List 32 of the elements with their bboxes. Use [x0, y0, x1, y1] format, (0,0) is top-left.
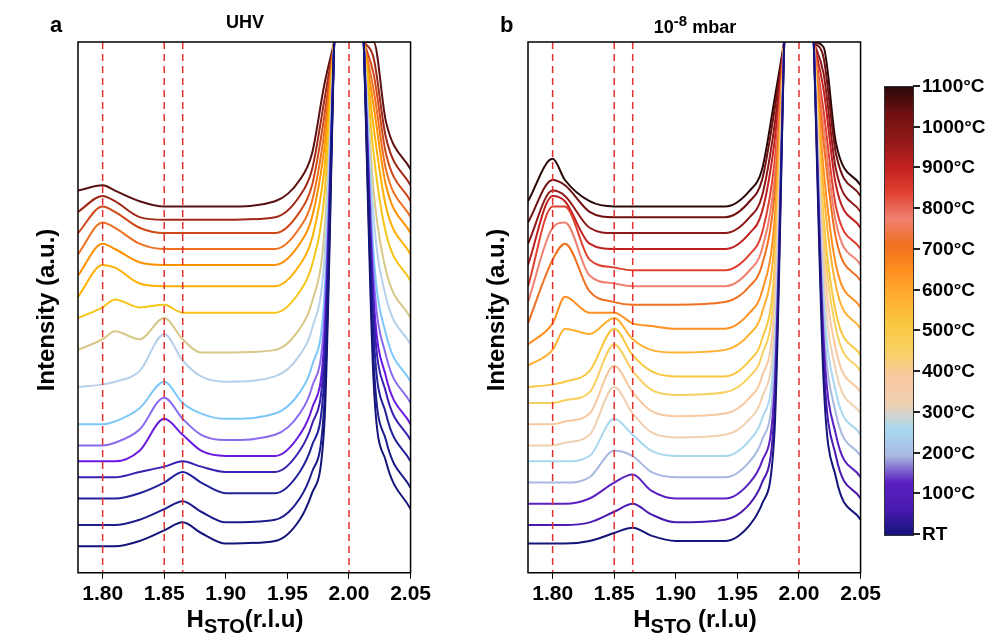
color-bar-label: 500°C: [922, 319, 976, 342]
x-tick-label: 1.85: [593, 581, 635, 605]
chart-title: 10$^{-8}$ mbar: [652, 12, 738, 38]
chart-title: UHV: [225, 12, 265, 33]
x-tick-label: 1.90: [205, 581, 247, 605]
color-bar-label: 600°C: [922, 278, 976, 301]
color-bar-label: 400°C: [922, 360, 976, 383]
x-tick-label: 1.90: [655, 581, 697, 605]
y-axis-title: Intensity (a.u.): [31, 228, 60, 392]
x-tick-label: 2.00: [328, 581, 370, 605]
color-bar-label: 200°C: [922, 441, 976, 464]
color-bar-label: 300°C: [922, 400, 976, 423]
color-bar-label: 700°C: [922, 237, 976, 260]
x-tick-label: 1.85: [143, 581, 185, 605]
color-bar-label: 900°C: [922, 156, 976, 179]
y-axis-title: Intensity (a.u.): [481, 228, 510, 392]
x-tick-label: 1.80: [532, 581, 574, 605]
color-bar-label: 1100°C: [922, 75, 985, 97]
text: a: [50, 12, 63, 38]
color-bar-label: 100°C: [922, 482, 976, 505]
x-axis-title: H$_{STO}$ (r.l.u): [632, 605, 758, 638]
x-tick-label: 1.80: [82, 581, 124, 605]
x-tick-label: 2.05: [390, 581, 432, 605]
x-tick-label: 2.00: [778, 581, 820, 605]
x-axis-title: H$_{STO}$(r.l.u): [185, 605, 305, 638]
color-bar-label: RT: [922, 523, 948, 545]
x-tick-label: 1.95: [266, 581, 309, 605]
x-tick-label: 1.95: [716, 581, 759, 605]
color-bar-label: 800°C: [922, 197, 976, 220]
color-bar-label: 1000°C: [922, 115, 986, 138]
x-tick-label: 2.05: [840, 581, 882, 605]
text: b: [500, 12, 514, 38]
